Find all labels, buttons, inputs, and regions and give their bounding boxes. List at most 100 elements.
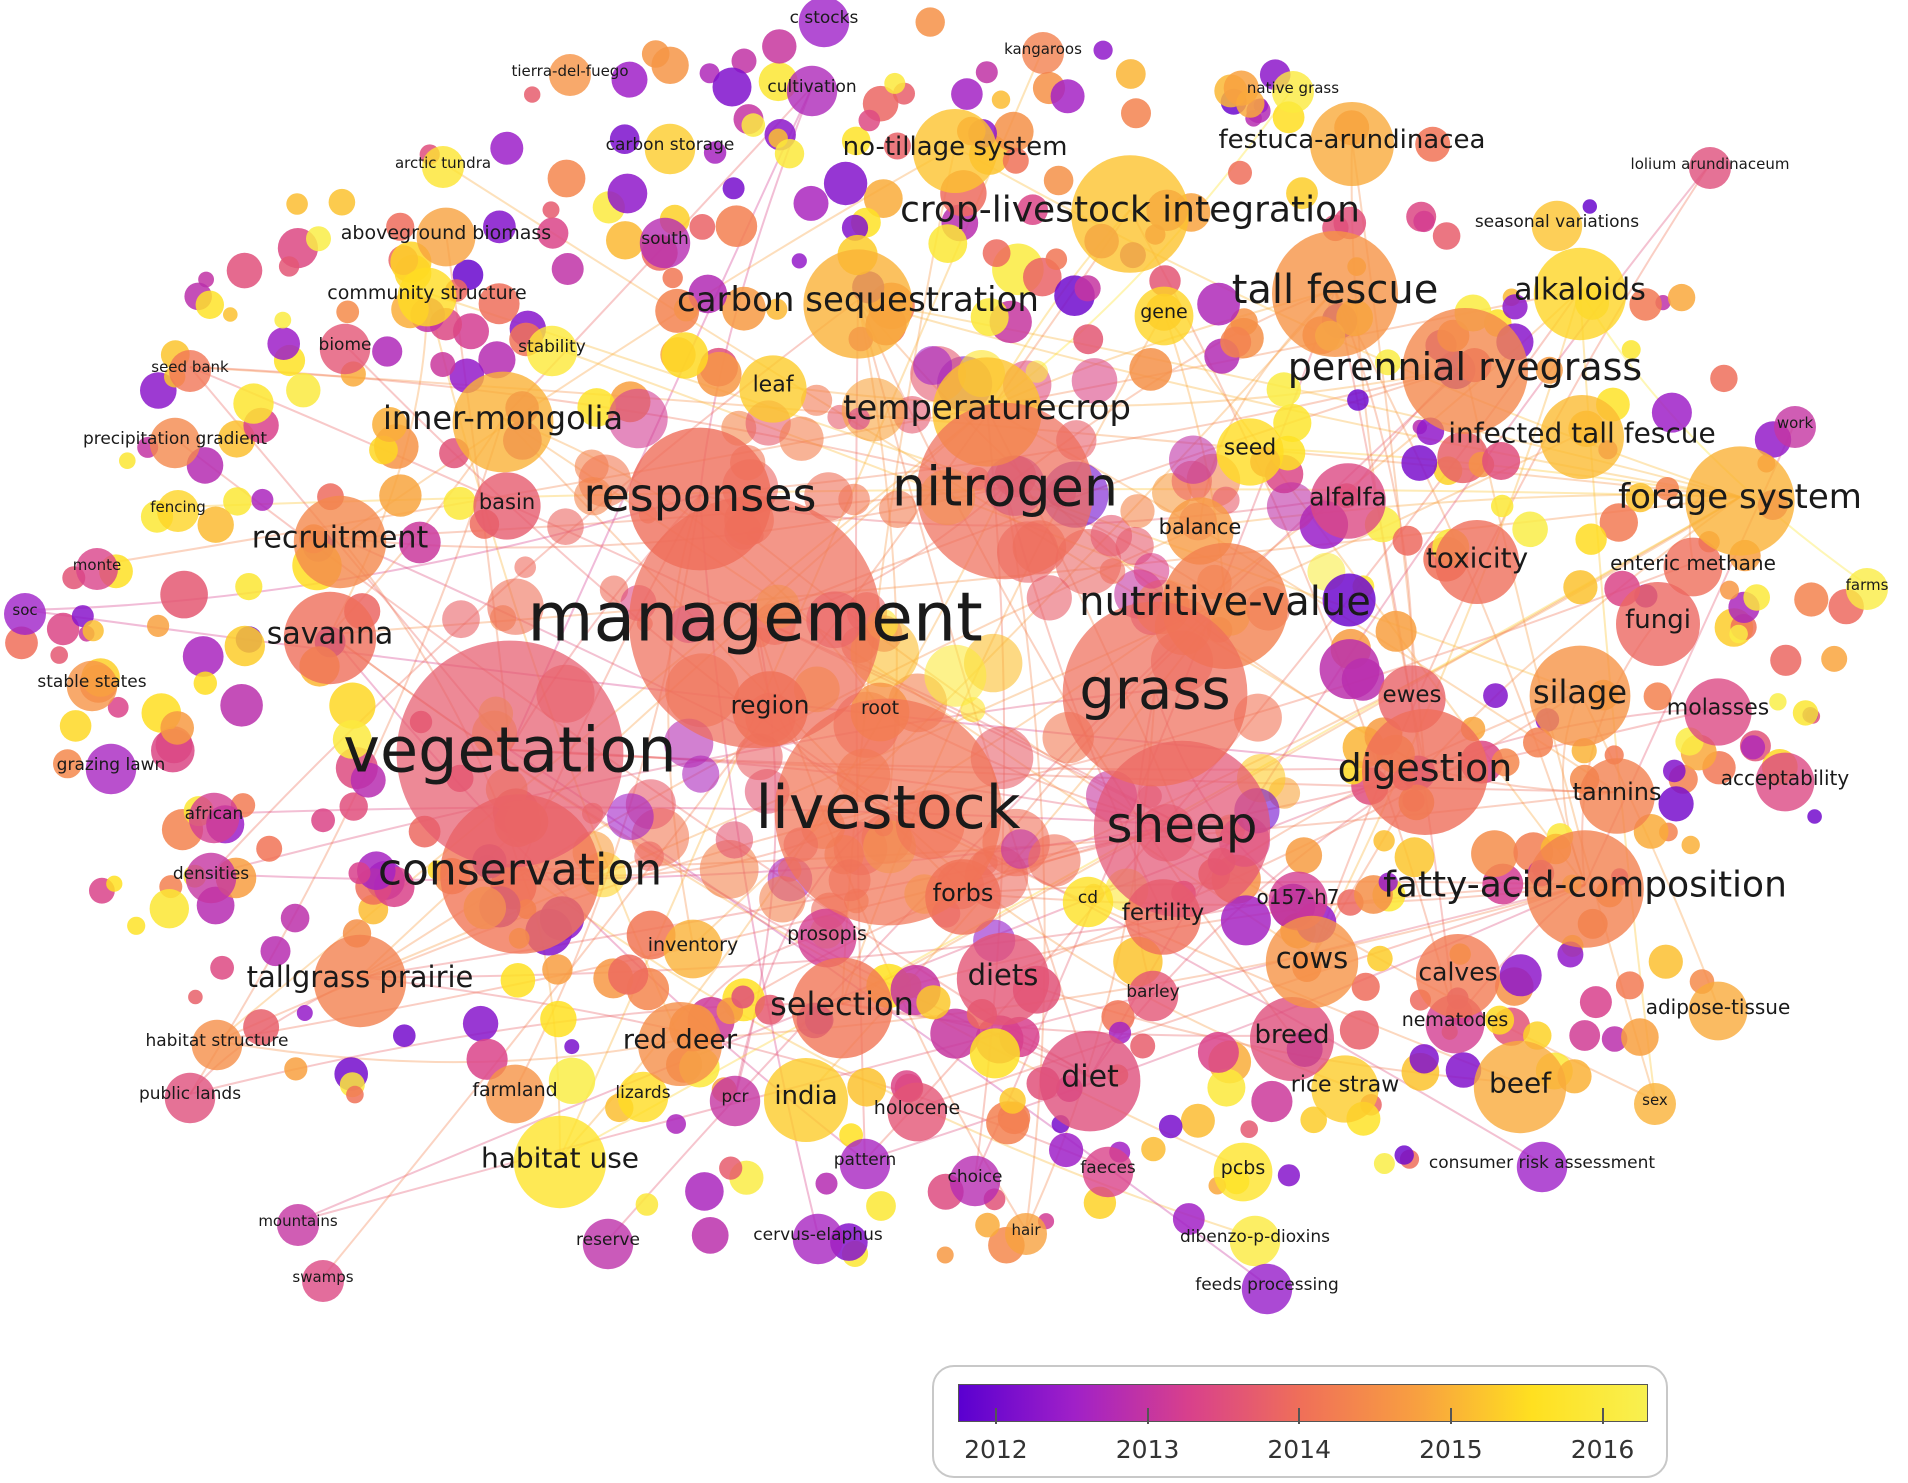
keyword-label[interactable]: seed bank: [151, 358, 229, 376]
keyword-node-basin[interactable]: [473, 472, 541, 540]
keyword-node-pcbs[interactable]: [1213, 1142, 1273, 1202]
keyword-label[interactable]: forbs: [933, 879, 994, 907]
keyword-label[interactable]: lizards: [615, 1083, 670, 1103]
keyword-node-habitat-structure[interactable]: [191, 1019, 243, 1071]
keyword-label[interactable]: tallgrass prairie: [247, 960, 474, 994]
keyword-label[interactable]: fencing: [150, 498, 205, 516]
keyword-label[interactable]: habitat use: [481, 1142, 639, 1175]
keyword-label[interactable]: dibenzo-p-dioxins: [1180, 1227, 1330, 1247]
keyword-node-soc[interactable]: [4, 593, 46, 635]
keyword-node-beef[interactable]: [1473, 1040, 1567, 1134]
keyword-node-india[interactable]: [764, 1058, 848, 1142]
keyword-node-inner-mongolia[interactable]: [452, 371, 554, 473]
keyword-label[interactable]: farmland: [472, 1079, 557, 1101]
keyword-label[interactable]: o157-h7: [1256, 885, 1339, 909]
keyword-node-tannins[interactable]: [1579, 758, 1655, 834]
keyword-label[interactable]: lolium arundinaceum: [1631, 155, 1790, 173]
keyword-node-densities[interactable]: [185, 852, 237, 904]
keyword-label[interactable]: pcr: [721, 1087, 748, 1107]
keyword-label[interactable]: precipitation gradient: [83, 429, 267, 449]
keyword-label[interactable]: grass: [1079, 658, 1230, 723]
keyword-node-grass[interactable]: [1062, 601, 1248, 787]
keyword-label[interactable]: sheep: [1106, 796, 1257, 854]
keyword-node-faeces[interactable]: [1082, 1146, 1134, 1198]
keyword-label[interactable]: digestion: [1338, 746, 1513, 790]
keyword-node-public-lands[interactable]: [164, 1072, 216, 1124]
keyword-node-hair[interactable]: [1005, 1213, 1047, 1255]
keyword-node-tierra-del-fuego[interactable]: [549, 54, 591, 96]
keyword-label[interactable]: mountains: [258, 1212, 338, 1230]
keyword-label[interactable]: pattern: [834, 1150, 896, 1170]
keyword-label[interactable]: arctic tundra: [395, 154, 491, 172]
keyword-node-stable-states[interactable]: [66, 660, 118, 712]
keyword-label[interactable]: cows: [1276, 941, 1349, 975]
keyword-label[interactable]: leaf: [753, 373, 795, 398]
keyword-label[interactable]: grazing lawn: [57, 755, 166, 775]
keyword-label[interactable]: toxicity: [1426, 542, 1528, 575]
keyword-label[interactable]: aboveground biomass: [341, 222, 551, 244]
keyword-node-community-structure[interactable]: [397, 267, 457, 327]
keyword-node-african[interactable]: [188, 792, 240, 844]
keyword-label[interactable]: crop-livestock integration: [900, 190, 1360, 231]
keyword-label[interactable]: temperaturecrop: [843, 388, 1131, 428]
keyword-node-inventory[interactable]: [663, 919, 723, 979]
keyword-label[interactable]: habitat structure: [145, 1031, 288, 1051]
keyword-label[interactable]: breed: [1254, 1020, 1329, 1050]
keyword-label[interactable]: soc: [12, 601, 37, 619]
keyword-label[interactable]: acceptability: [1721, 766, 1850, 790]
keyword-node-precipitation-gradient[interactable]: [149, 417, 201, 469]
keyword-node-breed[interactable]: [1250, 997, 1334, 1081]
keyword-node-pcr[interactable]: [709, 1075, 761, 1127]
keyword-node-carbon-storage[interactable]: [644, 123, 696, 175]
keyword-node-fungi[interactable]: [1616, 582, 1700, 666]
keyword-node-seasonal-variations[interactable]: [1531, 200, 1583, 252]
keyword-label[interactable]: nitrogen: [892, 456, 1118, 519]
keyword-label[interactable]: silage: [1533, 673, 1627, 711]
keyword-label[interactable]: stability: [518, 337, 586, 357]
keyword-label[interactable]: no-tillage system: [843, 132, 1068, 162]
keyword-label[interactable]: stable states: [37, 672, 146, 692]
keyword-label[interactable]: perennial ryegrass: [1288, 345, 1642, 389]
keyword-node-alkaloids[interactable]: [1533, 247, 1627, 341]
keyword-label[interactable]: savanna: [267, 617, 394, 652]
keyword-node-carbon-sequestration[interactable]: [803, 249, 913, 359]
keyword-node-tall-fescue[interactable]: [1272, 231, 1398, 357]
keyword-node-work[interactable]: [1774, 406, 1816, 448]
keyword-node-c-stocks[interactable]: [798, 0, 850, 48]
keyword-node-cultivation[interactable]: [786, 65, 838, 117]
keyword-node-toxicity[interactable]: [1435, 520, 1519, 604]
keyword-label[interactable]: diet: [1061, 1060, 1119, 1095]
keyword-node-choice[interactable]: [949, 1155, 1001, 1207]
keyword-label[interactable]: livestock: [756, 773, 1021, 843]
keyword-node-leaf[interactable]: [739, 355, 807, 423]
keyword-node-recruitment[interactable]: [293, 495, 387, 589]
keyword-node-south[interactable]: [639, 217, 691, 269]
keyword-node-festuca-arundinacea[interactable]: [1310, 102, 1394, 186]
keyword-label[interactable]: monte: [73, 556, 121, 574]
keyword-node-consumer-risk-assessment[interactable]: [1516, 1141, 1568, 1193]
keyword-label[interactable]: sex: [1642, 1091, 1668, 1109]
keyword-label[interactable]: reserve: [576, 1230, 640, 1250]
keyword-label[interactable]: tannins: [1573, 778, 1662, 806]
keyword-label[interactable]: inner-mongolia: [383, 399, 623, 437]
keyword-label[interactable]: infected tall fescue: [1448, 417, 1716, 450]
keyword-node-perennial-ryegrass[interactable]: [1402, 308, 1528, 434]
keyword-label[interactable]: kangaroos: [1004, 40, 1082, 58]
keyword-label[interactable]: balance: [1159, 515, 1242, 539]
keyword-label[interactable]: fungi: [1625, 605, 1691, 635]
keyword-node-stability[interactable]: [526, 325, 578, 377]
keyword-node-holocene[interactable]: [887, 1082, 947, 1142]
keyword-node-sex[interactable]: [1634, 1083, 1676, 1125]
keyword-node-management[interactable]: [629, 496, 881, 748]
keyword-node-biome[interactable]: [319, 323, 371, 375]
keyword-label[interactable]: forage system: [1618, 477, 1862, 517]
keyword-label[interactable]: molasses: [1667, 696, 1769, 721]
keyword-label[interactable]: rice straw: [1291, 1073, 1399, 1098]
keyword-label[interactable]: selection: [770, 985, 914, 1023]
keyword-node-mountains[interactable]: [277, 1204, 319, 1246]
keyword-node-barley[interactable]: [1127, 970, 1179, 1022]
keyword-label[interactable]: responses: [584, 468, 817, 522]
keyword-label[interactable]: densities: [173, 864, 249, 884]
keyword-label[interactable]: feeds processing: [1195, 1275, 1339, 1295]
keyword-node-cervus-elaphus[interactable]: [792, 1213, 844, 1265]
